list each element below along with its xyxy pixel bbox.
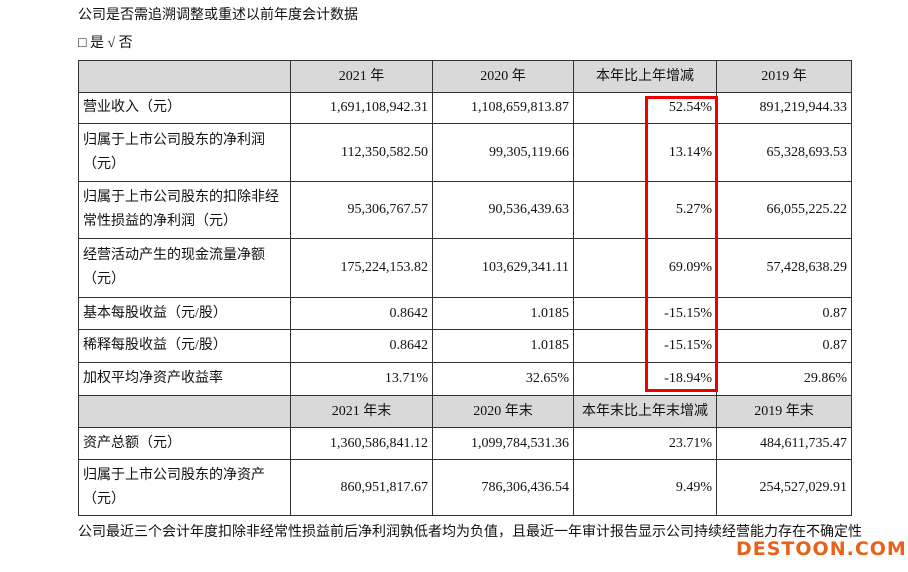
footer-note: 公司最近三个会计年度扣除非经常性损益前后净利润孰低者均为负值，且最近一年审计报告…: [78, 525, 862, 540]
value-cell: 57,428,638.29: [716, 238, 852, 298]
value-cell: 1,360,586,841.12: [290, 427, 433, 460]
value-cell: 1,108,659,813.87: [432, 92, 574, 124]
data-row: 资产总额（元） 1,360,586,841.12 1,099,784,531.36 2…: [78, 427, 852, 460]
row-label: 归属于上市公司股东的净资产（元）: [78, 459, 291, 516]
row-label: 加权平均净资产收益率: [78, 362, 291, 396]
data-row: 基本每股收益（元/股） 0.8642 1.0185 -15.15% 0.87: [78, 297, 852, 330]
value-cell: 9.49%: [573, 459, 717, 516]
row-label: 经营活动产生的现金流量净额（元）: [78, 238, 291, 298]
header-row: 2021 年末 2020 年末 本年末比上年末增减 2019 年末: [78, 395, 852, 428]
options: □ 是 √ 否: [78, 36, 133, 51]
data-row: 归属于上市公司股东的净资产（元） 860,951,817.67 786,306,43…: [78, 459, 852, 516]
value-cell: 786,306,436.54: [432, 459, 574, 516]
header-cell: 2019 年: [716, 60, 852, 93]
row-label: 资产总额（元）: [78, 427, 291, 460]
value-cell: 1.0185: [432, 329, 574, 363]
value-cell: 13.71%: [290, 362, 433, 396]
watermark: DESTOON.COM: [736, 538, 907, 560]
value-cell: 66,055,225.22: [716, 181, 852, 239]
data-row: 营业收入（元） 1,691,108,942.31 1,108,659,813.87 5…: [78, 92, 852, 124]
data-row: 经营活动产生的现金流量净额（元） 175,224,153.82 103,629,34…: [78, 238, 852, 298]
header-cell: [78, 395, 291, 428]
header-cell: 2020 年末: [432, 395, 574, 428]
header-cell: 本年末比上年末增减: [573, 395, 717, 428]
value-cell: 0.87: [716, 297, 852, 330]
title: 公司是否需追溯调整或重述以前年度会计数据: [78, 8, 358, 23]
value-cell: 23.71%: [573, 427, 717, 460]
value-cell: 175,224,153.82: [290, 238, 433, 298]
value-cell: 0.8642: [290, 297, 433, 330]
value-cell: 0.87: [716, 329, 852, 363]
header-cell: 2021 年: [290, 60, 433, 93]
value-cell: 1.0185: [432, 297, 574, 330]
header-row: 2021 年 2020 年本年比上年增减 2019 年: [78, 60, 852, 93]
value-cell: 29.86%: [716, 362, 852, 396]
row-label: 营业收入（元）: [78, 92, 291, 124]
value-cell: 254,527,029.91: [716, 459, 852, 516]
data-table: 2021 年 2020 年本年比上年增减 2019 年营业收入（元） 1,691,10…: [78, 60, 852, 516]
header-cell: 本年比上年增减: [573, 60, 717, 93]
data-row: 归属于上市公司股东的扣除非经常性损益的净利润（元） 95,306,767.57 90…: [78, 181, 852, 239]
header-cell: 2020 年: [432, 60, 574, 93]
value-cell: 112,350,582.50: [290, 123, 433, 182]
value-cell: 0.8642: [290, 329, 433, 363]
row-label: 基本每股收益（元/股）: [78, 297, 291, 330]
data-row: 加权平均净资产收益率 13.71% 32.65% -18.94% 29.86%: [78, 362, 852, 396]
row-label: 稀释每股收益（元/股）: [78, 329, 291, 363]
value-cell: 891,219,944.33: [716, 92, 852, 124]
data-row: 归属于上市公司股东的净利润（元） 112,350,582.50 99,305,119…: [78, 123, 852, 182]
header-cell: 2019 年末: [716, 395, 852, 428]
value-cell: 484,611,735.47: [716, 427, 852, 460]
row-label: 归属于上市公司股东的扣除非经常性损益的净利润（元）: [78, 181, 291, 239]
value-cell: 90,536,439.63: [432, 181, 574, 239]
value-cell: 860,951,817.67: [290, 459, 433, 516]
data-row: 稀释每股收益（元/股） 0.8642 1.0185 -15.15% 0.87: [78, 329, 852, 363]
value-cell: 95,306,767.57: [290, 181, 433, 239]
value-cell: 65,328,693.53: [716, 123, 852, 182]
value-cell: 103,629,341.11: [432, 238, 574, 298]
header-cell: 2021 年末: [290, 395, 433, 428]
value-cell: 1,691,108,942.31: [290, 92, 433, 124]
highlight-box: [645, 96, 718, 392]
row-label: 归属于上市公司股东的净利润（元）: [78, 123, 291, 182]
value-cell: 1,099,784,531.36: [432, 427, 574, 460]
header-cell: [78, 60, 291, 93]
value-cell: 99,305,119.66: [432, 123, 574, 182]
value-cell: 32.65%: [432, 362, 574, 396]
